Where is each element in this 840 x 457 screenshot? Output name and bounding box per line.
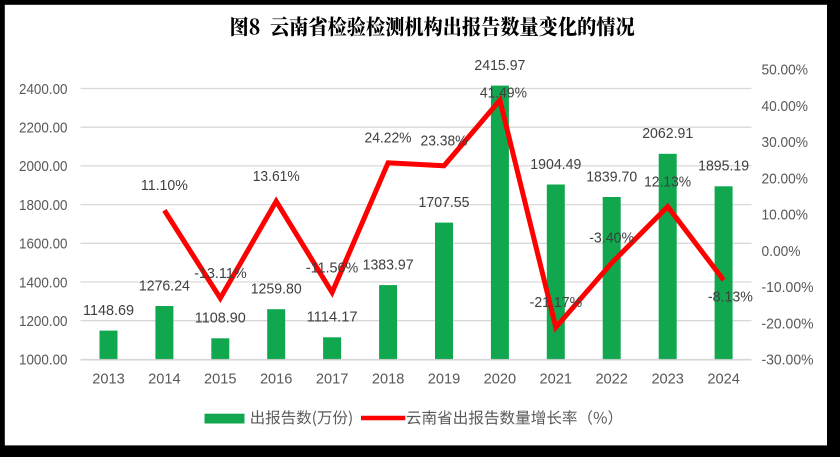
svg-text:2062.91: 2062.91 <box>642 126 693 142</box>
svg-text:2016: 2016 <box>260 372 293 388</box>
svg-text:1108.90: 1108.90 <box>195 311 246 327</box>
svg-text:24.22%: 24.22% <box>365 131 412 147</box>
svg-text:12.13%: 12.13% <box>644 174 691 190</box>
svg-text:2200.00: 2200.00 <box>19 121 68 137</box>
svg-text:1200.00: 1200.00 <box>19 314 68 330</box>
svg-text:2000.00: 2000.00 <box>19 159 68 175</box>
svg-text:-30.00%: -30.00% <box>762 353 814 369</box>
svg-text:2021: 2021 <box>540 372 573 388</box>
svg-text:2017: 2017 <box>316 372 349 388</box>
svg-text:-21.17%: -21.17% <box>530 295 583 311</box>
svg-text:2015: 2015 <box>204 372 237 388</box>
svg-text:-10.00%: -10.00% <box>762 280 814 296</box>
svg-text:1383.97: 1383.97 <box>363 258 414 274</box>
svg-text:2019: 2019 <box>428 372 461 388</box>
svg-text:1276.24: 1276.24 <box>139 278 190 294</box>
svg-text:-11.56%: -11.56% <box>306 260 359 276</box>
svg-text:-20.00%: -20.00% <box>762 316 814 332</box>
svg-text:1904.49: 1904.49 <box>530 157 581 173</box>
svg-text:2013: 2013 <box>92 372 125 388</box>
svg-text:2022: 2022 <box>595 372 628 388</box>
svg-text:1259.80: 1259.80 <box>251 282 302 298</box>
svg-text:20.00%: 20.00% <box>762 171 809 187</box>
svg-text:-13.11%: -13.11% <box>194 266 247 282</box>
svg-text:1895.19: 1895.19 <box>698 159 749 175</box>
svg-text:13.61%: 13.61% <box>253 169 300 185</box>
svg-text:10.00%: 10.00% <box>762 208 809 224</box>
svg-text:-3.40%: -3.40% <box>589 231 634 247</box>
svg-text:2020: 2020 <box>484 372 517 388</box>
svg-text:1600.00: 1600.00 <box>19 237 68 253</box>
svg-text:2023: 2023 <box>651 372 684 388</box>
svg-text:1800.00: 1800.00 <box>19 198 68 214</box>
svg-text:2014: 2014 <box>148 372 181 388</box>
svg-text:1400.00: 1400.00 <box>19 275 68 291</box>
svg-text:50.00%: 50.00% <box>762 63 809 79</box>
svg-text:41.49%: 41.49% <box>480 85 527 101</box>
svg-text:11.10%: 11.10% <box>141 178 188 194</box>
svg-text:-8.13%: -8.13% <box>708 289 753 305</box>
svg-text:1114.17: 1114.17 <box>307 310 358 326</box>
svg-text:40.00%: 40.00% <box>762 99 809 115</box>
svg-text:2400.00: 2400.00 <box>19 82 68 98</box>
svg-text:2415.97: 2415.97 <box>474 58 525 74</box>
svg-text:2024: 2024 <box>707 372 740 388</box>
svg-text:1148.69: 1148.69 <box>83 303 134 319</box>
svg-text:1000.00: 1000.00 <box>19 353 68 369</box>
svg-text:0.00%: 0.00% <box>762 244 801 260</box>
svg-text:1839.70: 1839.70 <box>586 169 637 185</box>
svg-text:30.00%: 30.00% <box>762 135 809 151</box>
svg-text:2018: 2018 <box>372 372 405 388</box>
svg-text:1707.55: 1707.55 <box>419 195 470 211</box>
svg-text:23.38%: 23.38% <box>421 134 468 150</box>
